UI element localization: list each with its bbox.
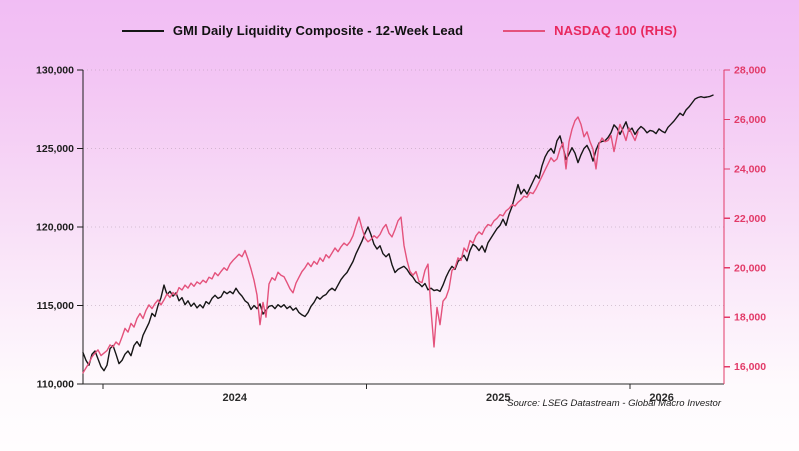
right-axis-tick-label: 26,000 xyxy=(734,114,766,126)
left-axis-tick-label: 130,000 xyxy=(36,65,74,77)
left-axis-tick-label: 115,000 xyxy=(37,300,75,312)
left-axis-tick-label: 110,000 xyxy=(37,379,75,391)
x-axis-tick-label: 2026 xyxy=(649,392,673,404)
source-note: Source: LSEG Datastream - Global Macro I… xyxy=(507,398,721,409)
right-axis-tick-label: 24,000 xyxy=(734,163,766,175)
gmi-line xyxy=(82,94,714,372)
right-axis-tick-label: 22,000 xyxy=(734,213,766,225)
nasdaq-line xyxy=(82,116,639,374)
left-axis-tick-label: 120,000 xyxy=(36,222,74,234)
right-axis-tick-label: 16,000 xyxy=(734,361,766,373)
left-axis-tick-label: 125,000 xyxy=(36,143,74,155)
x-axis-tick-label: 2025 xyxy=(486,392,510,404)
x-axis-tick-label: 2024 xyxy=(223,392,248,404)
right-axis-tick-label: 28,000 xyxy=(734,65,766,77)
right-axis-tick-label: 20,000 xyxy=(734,262,766,274)
right-axis-tick-label: 18,000 xyxy=(734,312,766,324)
